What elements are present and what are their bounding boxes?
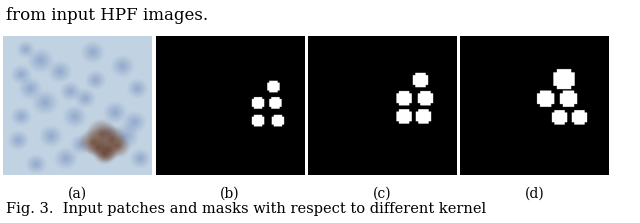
Text: from input HPF images.: from input HPF images. (6, 7, 209, 24)
Text: (b): (b) (220, 187, 239, 201)
Text: Fig. 3.  Input patches and masks with respect to different kernel: Fig. 3. Input patches and masks with res… (6, 202, 486, 216)
Text: (d): (d) (525, 187, 544, 201)
Text: (a): (a) (68, 187, 87, 201)
Text: (c): (c) (372, 187, 392, 201)
